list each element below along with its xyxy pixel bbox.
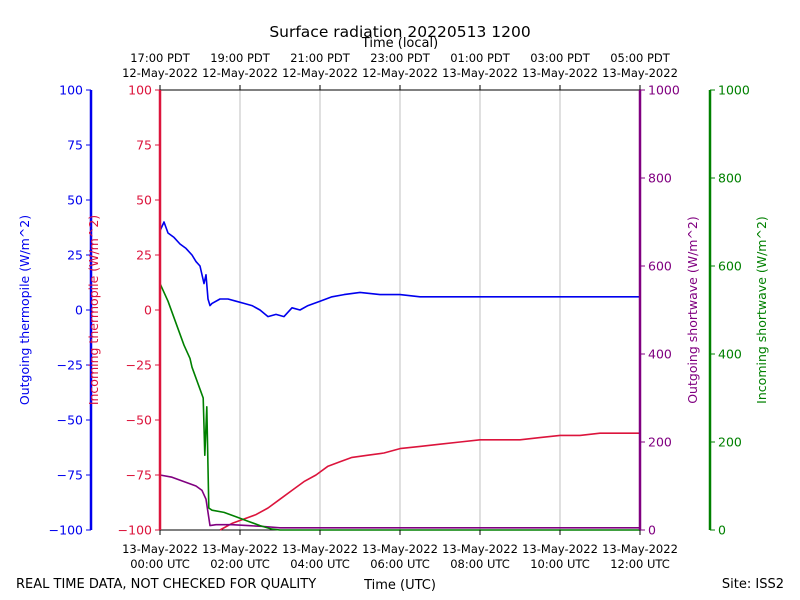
x-tick-label-utc-date-6: 13-May-2022 — [602, 542, 678, 556]
quality-disclaimer: REAL TIME DATA, NOT CHECKED FOR QUALITY — [16, 577, 316, 592]
y-tick-label-outgoing-shortwave-2: 400 — [648, 347, 672, 362]
x-tick-label-utc-time-2: 04:00 UTC — [290, 557, 350, 571]
y-tick-label-outgoing-thermopile-4: 0 — [75, 303, 83, 318]
y-tick-label-outgoing-shortwave-1: 200 — [648, 435, 672, 450]
x-tick-label-local-date-6: 13-May-2022 — [602, 66, 678, 80]
series-line-incoming-shortwave — [159, 283, 640, 531]
x-tick-label-utc-date-2: 13-May-2022 — [282, 542, 358, 556]
x-tick-label-local-date-2: 12-May-2022 — [282, 66, 358, 80]
y-tick-label-outgoing-thermopile-7: 75 — [67, 138, 83, 153]
y-tick-label-incoming-shortwave-4: 800 — [718, 171, 742, 186]
y-tick-label-outgoing-thermopile-2: −50 — [57, 413, 83, 428]
x-tick-label-local-time-0: 17:00 PDT — [130, 51, 191, 65]
x-tick-label-utc-time-1: 02:00 UTC — [210, 557, 270, 571]
x-tick-label-utc-time-3: 06:00 UTC — [370, 557, 430, 571]
x-tick-label-utc-time-4: 08:00 UTC — [450, 557, 510, 571]
x-tick-label-utc-time-6: 12:00 UTC — [610, 557, 670, 571]
x-tick-label-utc-date-4: 13-May-2022 — [442, 542, 518, 556]
series-line-outgoing-shortwave — [159, 474, 640, 529]
x-tick-label-utc-time-0: 00:00 UTC — [130, 557, 190, 571]
x-tick-label-local-date-1: 12-May-2022 — [202, 66, 278, 80]
x-tick-label-local-date-3: 12-May-2022 — [362, 66, 438, 80]
series-line-outgoing-thermopile — [159, 221, 640, 318]
y-tick-label-outgoing-shortwave-5: 1000 — [648, 83, 680, 98]
y-axis-label-incoming-thermopile: Incoming thermopile (W/m^2) — [86, 215, 101, 405]
x-tick-label-local-date-4: 13-May-2022 — [442, 66, 518, 80]
y-tick-label-incoming-thermopile-5: 25 — [136, 248, 152, 263]
series-line-incoming-thermopile — [219, 432, 640, 531]
x-tick-label-local-time-6: 05:00 PDT — [610, 51, 671, 65]
x-tick-label-utc-date-3: 13-May-2022 — [362, 542, 438, 556]
x-tick-label-local-time-1: 19:00 PDT — [210, 51, 271, 65]
y-axis-label-outgoing-shortwave: Outgoing shortwave (W/m^2) — [685, 216, 700, 404]
y-tick-label-outgoing-thermopile-0: −100 — [49, 523, 83, 538]
x-tick-label-utc-date-1: 13-May-2022 — [202, 542, 278, 556]
y-tick-label-incoming-thermopile-4: 0 — [144, 303, 152, 318]
y-tick-label-incoming-shortwave-1: 200 — [718, 435, 742, 450]
x-tick-label-local-date-5: 13-May-2022 — [522, 66, 598, 80]
x-tick-label-local-time-4: 01:00 PDT — [450, 51, 511, 65]
y-tick-label-incoming-thermopile-6: 50 — [136, 193, 152, 208]
y-tick-label-incoming-thermopile-1: −75 — [126, 468, 152, 483]
y-tick-label-outgoing-thermopile-5: 25 — [67, 248, 83, 263]
site-label: Site: ISS2 — [722, 577, 784, 592]
top-axis-label: Time (local) — [361, 36, 438, 51]
x-tick-label-local-time-3: 23:00 PDT — [370, 51, 431, 65]
y-axis-label-outgoing-thermopile: Outgoing thermopile (W/m^2) — [17, 215, 32, 405]
x-tick-label-local-time-2: 21:00 PDT — [290, 51, 351, 65]
chart-title: Surface radiation 20220513 1200 — [269, 23, 530, 41]
y-tick-label-incoming-thermopile-0: −100 — [118, 523, 152, 538]
y-tick-label-outgoing-thermopile-1: −75 — [57, 468, 83, 483]
x-tick-label-local-date-0: 12-May-2022 — [122, 66, 198, 80]
x-tick-label-utc-date-5: 13-May-2022 — [522, 542, 598, 556]
y-tick-label-incoming-shortwave-5: 1000 — [718, 83, 750, 98]
y-tick-label-outgoing-shortwave-3: 600 — [648, 259, 672, 274]
y-tick-label-outgoing-shortwave-0: 0 — [648, 523, 656, 538]
x-tick-label-utc-time-5: 10:00 UTC — [530, 557, 590, 571]
y-tick-label-outgoing-shortwave-4: 800 — [648, 171, 672, 186]
y-tick-label-incoming-thermopile-3: −25 — [126, 358, 152, 373]
y-tick-label-incoming-shortwave-0: 0 — [718, 523, 726, 538]
y-axis-label-incoming-shortwave: Incoming shortwave (W/m^2) — [754, 216, 769, 404]
y-tick-label-incoming-thermopile-7: 75 — [136, 138, 152, 153]
x-tick-label-utc-date-0: 13-May-2022 — [122, 542, 198, 556]
y-tick-label-outgoing-thermopile-3: −25 — [57, 358, 83, 373]
y-tick-label-incoming-thermopile-2: −50 — [126, 413, 152, 428]
y-tick-label-incoming-shortwave-3: 600 — [718, 259, 742, 274]
y-tick-label-incoming-thermopile-8: 100 — [128, 83, 152, 98]
y-tick-label-outgoing-thermopile-6: 50 — [67, 193, 83, 208]
y-tick-label-outgoing-thermopile-8: 100 — [59, 83, 83, 98]
y-tick-label-incoming-shortwave-2: 400 — [718, 347, 742, 362]
x-tick-label-local-time-5: 03:00 PDT — [530, 51, 591, 65]
x-axis-label: Time (UTC) — [363, 578, 436, 593]
